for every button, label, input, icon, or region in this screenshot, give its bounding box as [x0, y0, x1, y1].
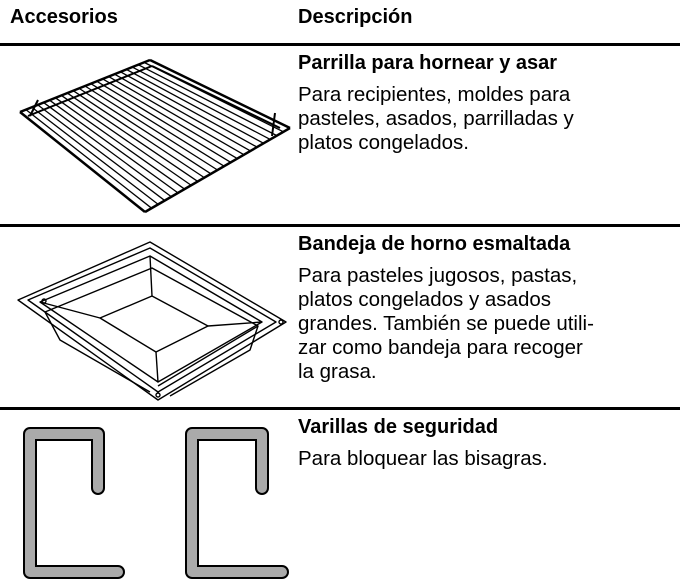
item-description: zar como bandeja para recoger: [298, 336, 583, 359]
item-description: grandes. También se puede utili-: [298, 312, 594, 335]
item-description: platos congelados y asados: [298, 288, 552, 311]
item-description: Para pasteles jugosos, pastas,: [298, 264, 578, 287]
row-rule: [0, 224, 680, 227]
description-cell: Varillas de seguridad Para bloquear las b…: [298, 416, 676, 471]
column-header: Accesorios: [10, 6, 118, 28]
tray-illustration: [17, 241, 287, 401]
item-description: Para recipientes, moldes para: [298, 83, 571, 106]
item-title: Parrilla para hornear y asar: [298, 52, 558, 74]
item-description: platos congelados.: [298, 131, 469, 154]
description-cell: Parrilla para hornear y asar Para recipie…: [298, 52, 676, 155]
column-header: Descripción: [298, 6, 413, 28]
rack-illustration: [19, 58, 291, 214]
item-description: Para bloquear las bisagras.: [298, 447, 548, 470]
item-description: pasteles, asados, parrilladas y: [298, 107, 574, 130]
item-title: Bandeja de horno esmaltada: [298, 233, 571, 255]
rods-illustration: [23, 427, 289, 579]
item-title: Varillas de seguridad: [298, 416, 499, 438]
header-rule: [0, 43, 680, 46]
description-cell: Bandeja de horno esmaltada Para pasteles …: [298, 233, 676, 384]
item-description: la grasa.: [298, 360, 377, 383]
row-rule: [0, 407, 680, 410]
